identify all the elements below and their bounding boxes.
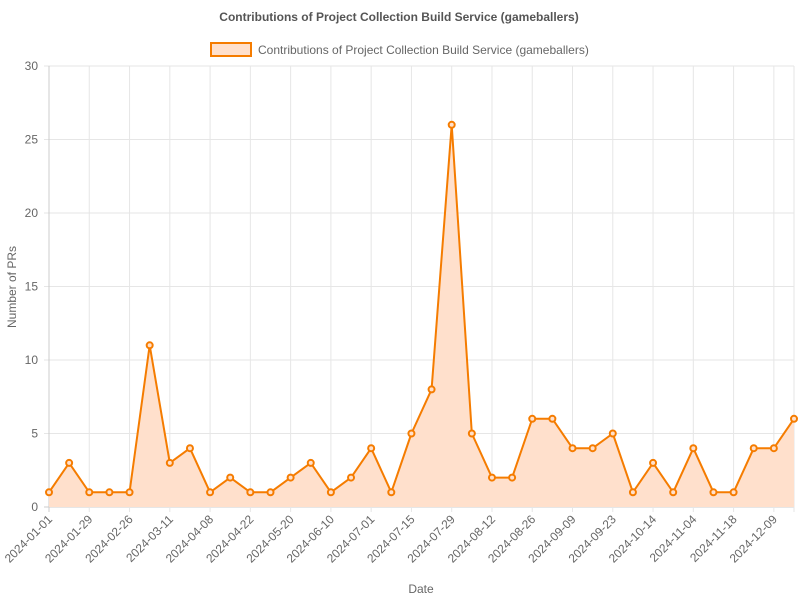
data-point[interactable] [145,341,154,350]
data-point[interactable] [286,473,295,482]
data-point[interactable] [347,473,356,482]
y-axis-label: Number of PRs [5,246,19,328]
data-point[interactable] [387,488,396,497]
data-point[interactable] [608,429,617,438]
data-point[interactable] [45,488,53,497]
y-tick-label: 5 [31,427,38,441]
data-points [45,120,798,497]
legend[interactable]: Contributions of Project Collection Buil… [210,42,589,57]
series-area [49,124,794,508]
chart-title: Contributions of Project Collection Buil… [219,10,578,24]
series-line [48,123,795,494]
data-point[interactable] [528,414,537,423]
data-point[interactable] [649,458,658,467]
data-point[interactable] [467,429,476,438]
data-point[interactable] [487,473,496,482]
data-point[interactable] [588,444,597,453]
data-point[interactable] [548,414,557,423]
data-point[interactable] [447,120,456,129]
data-point[interactable] [407,429,416,438]
data-point[interactable] [729,488,738,497]
data-point[interactable] [105,488,114,497]
data-point[interactable] [266,488,275,497]
y-tick-label: 25 [25,133,39,147]
x-tick-labels: 2024-01-012024-01-292024-02-262024-03-11… [2,512,780,566]
data-point[interactable] [85,488,94,497]
legend-label: Contributions of Project Collection Buil… [258,43,589,57]
y-tick-labels: 0 5 10 15 20 25 30 [25,59,39,514]
data-point[interactable] [628,488,637,497]
data-point[interactable] [769,444,778,453]
data-point[interactable] [568,444,577,453]
data-point[interactable] [185,444,194,453]
y-tick-label: 15 [25,280,39,294]
data-point[interactable] [367,444,376,453]
data-point[interactable] [226,473,235,482]
data-point[interactable] [790,414,798,423]
y-tick-label: 30 [25,59,39,73]
y-tick-label: 0 [31,500,38,514]
data-point[interactable] [508,473,517,482]
data-point[interactable] [749,444,758,453]
data-point[interactable] [65,458,74,467]
data-point[interactable] [125,488,134,497]
data-point[interactable] [246,488,255,497]
area-fill [49,124,794,508]
data-point[interactable] [669,488,678,497]
y-tick-label: 10 [25,353,39,367]
data-point[interactable] [326,488,335,497]
data-point[interactable] [165,458,174,467]
legend-swatch [210,42,252,57]
y-tick-label: 20 [25,206,39,220]
data-point[interactable] [709,488,718,497]
data-point[interactable] [306,458,315,467]
data-point[interactable] [206,488,215,497]
series-line-path [48,123,795,494]
x-axis-label: Date [408,582,434,596]
data-point[interactable] [689,444,698,453]
data-point[interactable] [427,385,436,394]
